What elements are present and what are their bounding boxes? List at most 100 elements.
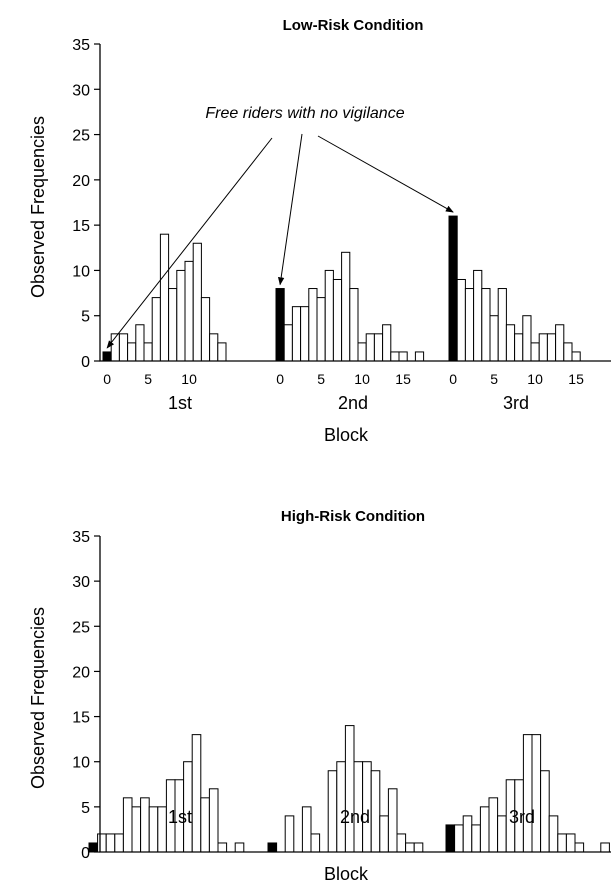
- annotation-free-riders: Free riders with no vigilance: [205, 105, 404, 122]
- bar: [405, 842, 415, 853]
- bar: [548, 815, 559, 853]
- bar: [332, 278, 343, 362]
- y-tick-label: 5: [81, 800, 90, 817]
- bar: [479, 806, 490, 853]
- bar: [291, 306, 302, 362]
- annotation-arrow: [106, 137, 273, 349]
- bar: [217, 342, 227, 362]
- bar: [600, 842, 610, 853]
- x-ticks: 0 5 10 0 5 10 15 0 5 10 15: [103, 371, 584, 387]
- x-axis-label: Block: [324, 425, 369, 445]
- bar: [159, 233, 170, 362]
- bar: [387, 788, 398, 853]
- bar: [168, 288, 178, 362]
- bar: [310, 833, 321, 853]
- bar: [414, 351, 425, 362]
- bar: [184, 260, 194, 362]
- bar: [462, 815, 473, 853]
- x-tick-label: 5: [144, 371, 152, 387]
- bar: [514, 333, 524, 362]
- y-ticks: 0 5 10 15 20 25 30 35: [72, 37, 100, 371]
- bar: [464, 288, 475, 362]
- bar: [191, 734, 202, 853]
- x-tick-label: 15: [568, 371, 584, 387]
- y-tick-label: 35: [72, 529, 90, 546]
- high-risk-panel: High-Risk Condition Observed Frequencies…: [28, 508, 611, 884]
- bar: [151, 297, 161, 362]
- chart-title: Low-Risk Condition: [283, 17, 424, 34]
- bar: [157, 806, 167, 853]
- y-tick-label: 15: [72, 710, 90, 727]
- bar: [574, 842, 585, 853]
- bar: [456, 278, 466, 362]
- bar: [565, 833, 576, 853]
- bars: [102, 215, 581, 362]
- bar-free-riders: [275, 288, 285, 362]
- bar: [413, 842, 424, 853]
- bar: [373, 333, 384, 362]
- bar: [563, 342, 573, 362]
- y-tick-label: 25: [72, 128, 90, 145]
- y-axis-label: Observed Frequencies: [28, 607, 48, 789]
- bar: [234, 842, 245, 853]
- group-label: 2nd: [340, 807, 370, 827]
- x-tick-label: 10: [181, 371, 197, 387]
- bar: [217, 842, 228, 853]
- y-tick-label: 10: [72, 263, 90, 280]
- bar: [283, 324, 293, 362]
- bar: [127, 342, 137, 362]
- bar: [471, 824, 481, 853]
- y-tick-label: 25: [72, 619, 90, 636]
- group-label: 3rd: [509, 807, 535, 827]
- bar: [324, 269, 334, 362]
- bar: [538, 333, 548, 362]
- bar: [301, 806, 312, 853]
- bar: [382, 324, 392, 362]
- bar: [176, 269, 186, 362]
- y-tick-label: 0: [81, 354, 90, 371]
- bar: [522, 734, 533, 853]
- bar: [396, 833, 407, 853]
- bar: [349, 288, 359, 362]
- annotation-arrow: [277, 133, 303, 286]
- x-tick-label: 10: [527, 371, 543, 387]
- bar: [530, 342, 540, 362]
- y-axis-label: Observed Frequencies: [28, 116, 48, 298]
- bar: [379, 815, 389, 853]
- group-labels: 1st 2nd 3rd: [168, 393, 529, 413]
- bar-free-riders: [102, 351, 112, 362]
- x-tick-label: 5: [490, 371, 498, 387]
- bar: [140, 797, 150, 853]
- x-tick-label: 5: [317, 371, 325, 387]
- bar: [300, 306, 310, 362]
- bar: [131, 806, 142, 853]
- chart-title: High-Risk Condition: [281, 508, 425, 525]
- bar: [489, 315, 499, 362]
- bar: [341, 251, 351, 362]
- bar-free-riders: [448, 215, 458, 362]
- bar-free-riders: [88, 842, 99, 853]
- bar: [555, 324, 565, 362]
- bar: [208, 788, 219, 853]
- bar: [531, 734, 542, 853]
- x-tick-label: 15: [395, 371, 411, 387]
- bar: [122, 797, 133, 853]
- x-tick-label: 0: [103, 371, 111, 387]
- bar: [357, 342, 367, 362]
- bar-free-riders: [445, 824, 456, 853]
- annotation-arrow: [317, 135, 454, 213]
- low-risk-panel: Low-Risk Condition Observed Frequencies …: [28, 17, 611, 445]
- group-label: 1st: [168, 393, 192, 413]
- y-tick-label: 30: [72, 82, 90, 99]
- y-tick-label: 5: [81, 309, 90, 326]
- y-tick-label: 0: [81, 845, 90, 862]
- bar: [365, 333, 375, 362]
- bar: [308, 288, 318, 362]
- x-tick-label: 10: [354, 371, 370, 387]
- bar: [481, 288, 491, 362]
- y-tick-label: 35: [72, 37, 90, 54]
- bar: [473, 269, 483, 362]
- axes: [99, 536, 611, 853]
- bar: [546, 333, 557, 362]
